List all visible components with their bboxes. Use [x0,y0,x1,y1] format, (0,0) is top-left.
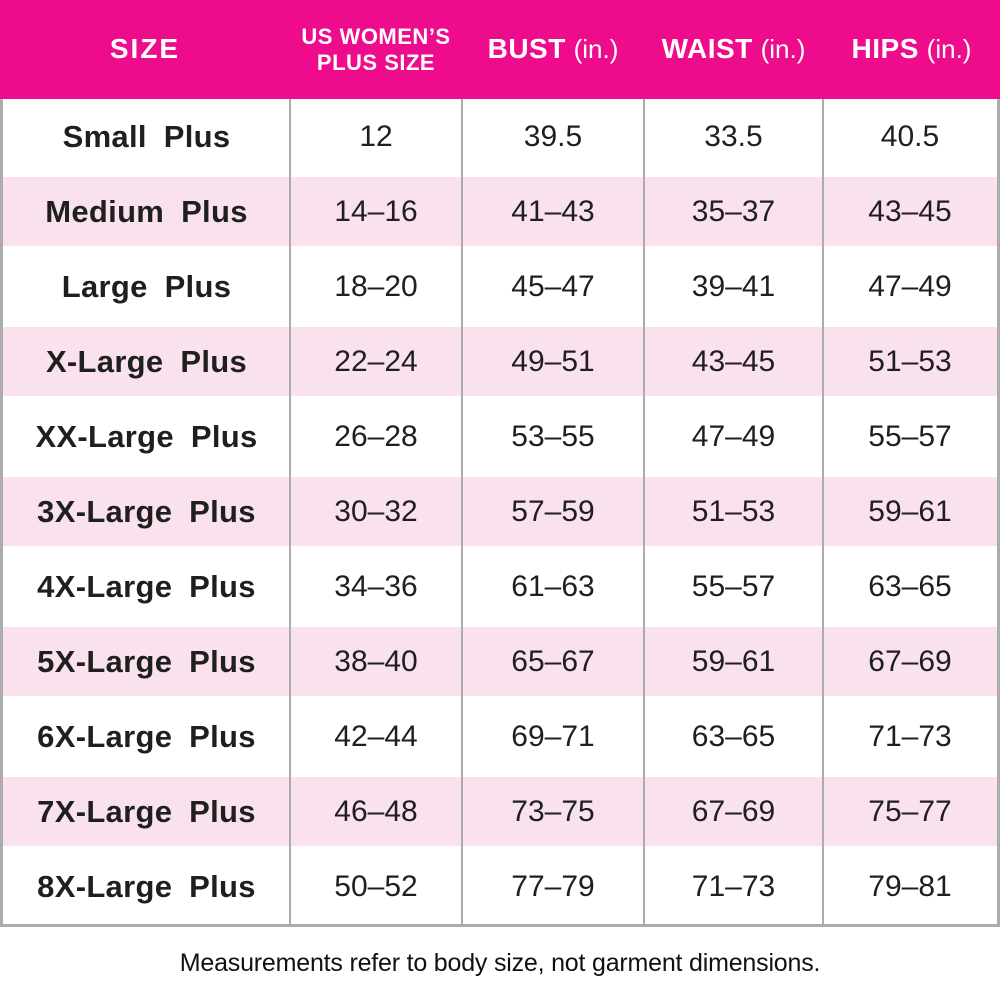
bust-cell: 41–43 [511,194,595,228]
size-cell: X-Large Plus [45,343,248,379]
table-row: 5X-Large Plus 38–40 65–67 59–61 67–69 [3,624,997,699]
table-body: Small Plus 12 39.5 33.5 40.5 Medium Plus… [0,99,1000,927]
hips-label: HIPS [851,33,919,65]
size-cell: 3X-Large Plus [37,493,256,529]
size-cell: 4X-Large Plus [37,568,256,604]
bust-cell: 69–71 [511,719,595,753]
hips-cell: 40.5 [880,119,940,153]
bust-cell: 77–79 [511,869,595,903]
hips-cell: 55–57 [868,419,952,453]
plus-size-cell: 50–52 [334,869,418,903]
hips-cell: 51–53 [868,344,952,378]
column-header-us-plus-size: US WOMEN’S PLUS SIZE [290,24,462,76]
table-row: Small Plus 12 39.5 33.5 40.5 [3,99,997,174]
column-divider [822,99,824,924]
plus-size-cell: 12 [359,119,393,153]
plus-size-cell: 30–32 [334,494,418,528]
plus-size-cell: 46–48 [334,794,418,828]
table-row: 3X-Large Plus 30–32 57–59 51–53 59–61 [3,474,997,549]
hips-cell: 71–73 [868,719,952,753]
hips-cell: 79–81 [868,869,952,903]
hips-cell: 75–77 [868,794,952,828]
size-cell: Medium Plus [45,193,248,229]
column-header-bust: BUST (in.) [462,33,644,65]
size-cell: 7X-Large Plus [37,793,256,829]
table-row: 6X-Large Plus 42–44 69–71 63–65 71–73 [3,699,997,774]
waist-label: WAIST [661,33,753,65]
bust-cell: 73–75 [511,794,595,828]
waist-cell: 51–53 [691,494,776,528]
footnote: Measurements refer to body size, not gar… [179,949,821,977]
bust-label: BUST [487,33,566,65]
waist-cell: 67–69 [691,794,776,828]
table-row: 4X-Large Plus 34–36 61–63 55–57 63–65 [3,549,997,624]
hips-cell: 43–45 [868,194,952,228]
waist-cell: 59–61 [691,644,776,678]
waist-cell: 39–41 [691,269,776,303]
plus-size-cell: 42–44 [334,719,418,753]
plus-size-header-line1: US WOMEN’S [301,23,451,49]
plus-size-cell: 14–16 [334,194,418,228]
table-header: SIZE US WOMEN’S PLUS SIZE BUST (in.) WAI… [0,0,1000,99]
waist-unit: (in.) [760,34,806,65]
column-header-hips: HIPS (in.) [823,33,1000,65]
waist-cell: 43–45 [691,344,776,378]
plus-size-cell: 18–20 [334,269,418,303]
table-row: 7X-Large Plus 46–48 73–75 67–69 75–77 [3,774,997,849]
waist-cell: 63–65 [691,719,776,753]
size-cell: XX-Large Plus [35,418,258,454]
hips-cell: 63–65 [868,569,952,603]
size-cell: Small Plus [62,118,231,154]
waist-cell: 33.5 [704,119,763,153]
bust-cell: 53–55 [511,419,595,453]
bust-cell: 65–67 [511,644,595,678]
column-header-size: SIZE [109,33,181,65]
plus-size-header-line2: PLUS SIZE [316,49,436,75]
table-row: Large Plus 18–20 45–47 39–41 47–49 [3,249,997,324]
column-divider [461,99,463,924]
table-row: 8X-Large Plus 50–52 77–79 71–73 79–81 [3,849,997,924]
bust-cell: 61–63 [511,569,595,603]
column-header-waist: WAIST (in.) [644,33,823,65]
size-cell: 8X-Large Plus [37,868,256,904]
size-cell: 5X-Large Plus [37,643,256,679]
bust-cell: 49–51 [511,344,595,378]
size-cell: 6X-Large Plus [37,718,256,754]
hips-unit: (in.) [926,34,972,65]
size-cell: Large Plus [61,268,232,304]
waist-cell: 71–73 [691,869,776,903]
table-row: XX-Large Plus 26–28 53–55 47–49 55–57 [3,399,997,474]
table-row: X-Large Plus 22–24 49–51 43–45 51–53 [3,324,997,399]
waist-cell: 47–49 [691,419,776,453]
waist-cell: 55–57 [691,569,776,603]
bust-cell: 39.5 [523,119,583,153]
hips-cell: 67–69 [868,644,952,678]
column-divider [289,99,291,924]
hips-cell: 59–61 [868,494,952,528]
plus-size-cell: 26–28 [334,419,418,453]
plus-size-cell: 22–24 [334,344,418,378]
bust-unit: (in.) [573,34,619,65]
hips-cell: 47–49 [868,269,952,303]
column-divider [643,99,645,924]
waist-cell: 35–37 [691,194,776,228]
plus-size-cell: 38–40 [334,644,418,678]
table-row: Medium Plus 14–16 41–43 35–37 43–45 [3,174,997,249]
bust-cell: 57–59 [511,494,595,528]
plus-size-cell: 34–36 [334,569,418,603]
bust-cell: 45–47 [511,269,595,303]
